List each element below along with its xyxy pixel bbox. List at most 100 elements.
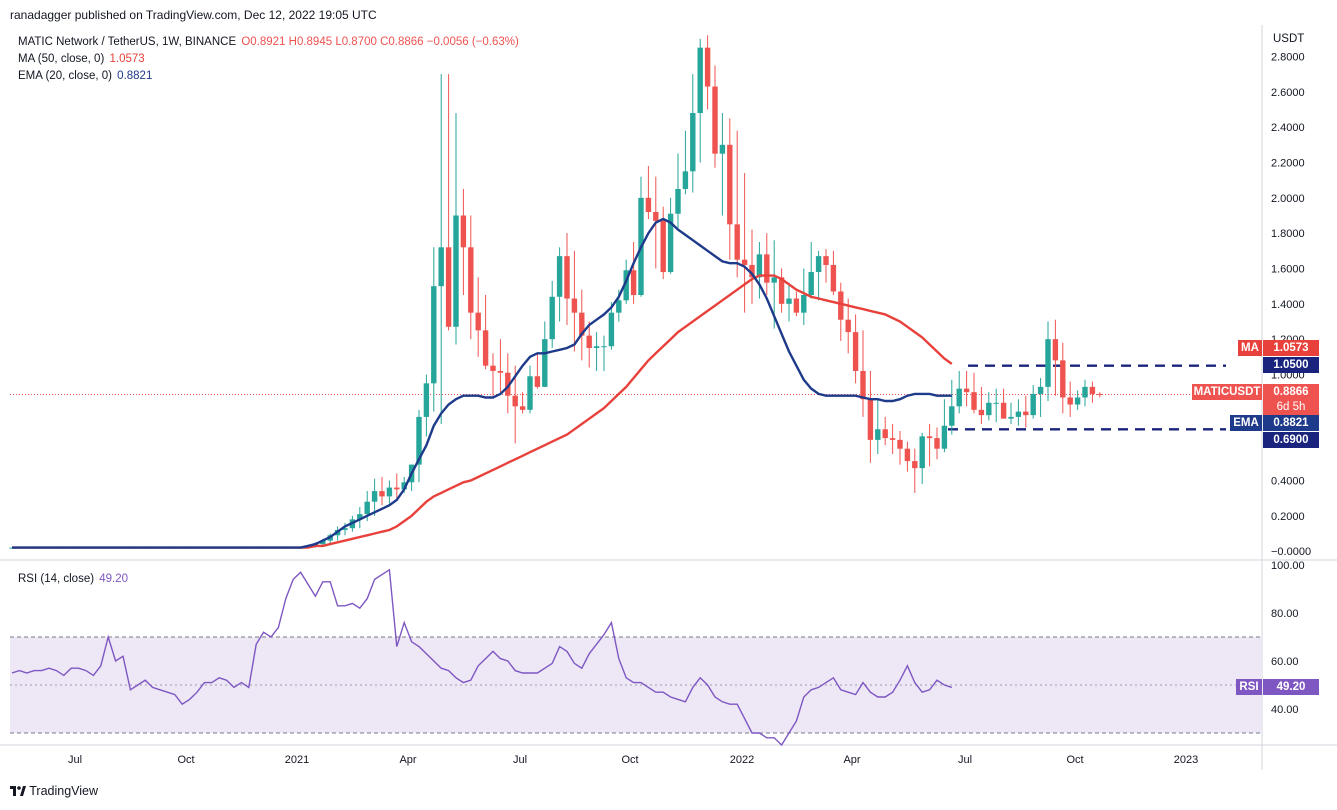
candle-body bbox=[423, 383, 430, 417]
candle-body bbox=[875, 429, 881, 440]
candle-body bbox=[889, 438, 896, 440]
candle-body bbox=[993, 402, 999, 404]
publisher-line: ranadagger published on TradingView.com,… bbox=[10, 8, 377, 22]
candle-body bbox=[919, 436, 925, 469]
candle-body bbox=[712, 86, 718, 154]
candle-body bbox=[438, 247, 444, 287]
candle-body bbox=[845, 319, 851, 333]
candle-body bbox=[786, 298, 792, 304]
candle-body bbox=[949, 406, 955, 426]
rsi-tick-label: 100.00 bbox=[1271, 560, 1305, 572]
ema-legend-label: EMA (20, close, 0) bbox=[18, 70, 112, 82]
price-tick-label: 1.6000 bbox=[1271, 264, 1305, 276]
candle-body bbox=[608, 312, 615, 347]
candle-body bbox=[401, 482, 407, 490]
time-tick-label: Oct bbox=[177, 754, 194, 766]
candle-body bbox=[1067, 397, 1073, 405]
price-tag: 0.8866 bbox=[1263, 384, 1319, 400]
candle-body bbox=[527, 376, 533, 410]
rsi-line bbox=[11, 568, 953, 747]
symbol-legend[interactable]: MATIC Network / TetherUS, 1W, BINANCE O0… bbox=[18, 36, 521, 48]
candle-body bbox=[793, 298, 800, 313]
candle-body bbox=[1015, 411, 1022, 417]
candle-body bbox=[394, 487, 400, 490]
candle-body bbox=[727, 144, 733, 225]
candle-body bbox=[801, 295, 807, 313]
candle-body bbox=[1074, 397, 1081, 405]
rsi-tick-label: 80.00 bbox=[1271, 608, 1299, 620]
support-tag: 0.6900 bbox=[1263, 432, 1319, 448]
candle-body bbox=[364, 501, 370, 515]
candle-body bbox=[815, 256, 822, 273]
rsi-legend[interactable]: RSI (14, close) 49.20 bbox=[18, 573, 130, 585]
candle-body bbox=[468, 247, 474, 313]
candle-body bbox=[653, 211, 659, 221]
time-tick-label: Oct bbox=[1066, 754, 1083, 766]
candle-body bbox=[371, 491, 378, 502]
candle-body bbox=[926, 436, 933, 439]
candle-body bbox=[490, 365, 496, 371]
candle-body bbox=[1052, 339, 1059, 361]
candle-body bbox=[697, 47, 703, 114]
rsi-tick-label: 40.00 bbox=[1271, 704, 1299, 716]
ma-value-tag: 1.0573 bbox=[1263, 340, 1319, 356]
candle-body bbox=[934, 438, 940, 449]
candle-body bbox=[416, 416, 422, 465]
candle-body bbox=[749, 264, 755, 278]
ma-legend-value: 1.0573 bbox=[109, 53, 145, 65]
ema-legend[interactable]: EMA (20, close, 0) 0.8821 bbox=[18, 70, 154, 82]
ma-legend-label: MA (50, close, 0) bbox=[18, 53, 105, 65]
candle-body bbox=[852, 332, 859, 371]
candle-body bbox=[756, 254, 763, 278]
candle-body bbox=[682, 171, 689, 189]
ema-tag: EMA bbox=[1230, 415, 1262, 431]
candle-body bbox=[764, 254, 770, 283]
time-tick-label: Jul bbox=[513, 754, 527, 766]
candle-body bbox=[704, 47, 711, 87]
price-tick-label: −0.0000 bbox=[1271, 546, 1311, 558]
countdown-tag: 6d 5h bbox=[1263, 399, 1319, 415]
candle-body bbox=[941, 425, 948, 449]
price-tick-label: 0.2000 bbox=[1271, 511, 1305, 523]
candle-body bbox=[571, 298, 578, 313]
candle-body bbox=[986, 402, 992, 416]
candle-body bbox=[564, 256, 570, 299]
candle-body bbox=[320, 540, 326, 545]
currency-label: USDT bbox=[1273, 33, 1305, 45]
candle-body bbox=[475, 312, 481, 331]
candle-body bbox=[1023, 411, 1029, 416]
tradingview-logo[interactable]: TradingView bbox=[10, 784, 98, 798]
rsi-tag: RSI bbox=[1236, 679, 1262, 695]
candle-body bbox=[771, 277, 777, 283]
candle-body bbox=[1097, 393, 1103, 395]
price-tick-label: 1.4000 bbox=[1271, 299, 1305, 311]
candle-body bbox=[667, 213, 674, 273]
candle-body bbox=[963, 388, 970, 393]
candle-body bbox=[882, 429, 888, 439]
candle-body bbox=[808, 272, 814, 295]
candle-body bbox=[1089, 386, 1096, 394]
time-tick-label: 2021 bbox=[285, 754, 309, 766]
candle-body bbox=[1060, 360, 1066, 398]
ma-legend[interactable]: MA (50, close, 0) 1.0573 bbox=[18, 53, 147, 65]
candle-body bbox=[342, 528, 348, 530]
candle-body bbox=[778, 277, 785, 304]
candle-body bbox=[386, 487, 393, 497]
time-tick-label: Apr bbox=[399, 754, 416, 766]
candle-body bbox=[675, 189, 681, 214]
candle-body bbox=[971, 392, 977, 410]
candle-body bbox=[586, 335, 592, 348]
candle-body bbox=[460, 215, 467, 248]
price-tick-label: 2.4000 bbox=[1271, 122, 1305, 134]
candle-body bbox=[719, 144, 726, 154]
candle-body bbox=[497, 370, 504, 373]
candle-body bbox=[431, 286, 437, 384]
candle-body bbox=[645, 197, 652, 212]
candle-body bbox=[741, 259, 748, 265]
time-tick-label: Apr bbox=[843, 754, 860, 766]
ema-20-line bbox=[12, 217, 952, 549]
candle-body bbox=[1030, 393, 1036, 416]
price-tick-label: 2.6000 bbox=[1271, 87, 1305, 99]
candle-body bbox=[1000, 402, 1007, 419]
